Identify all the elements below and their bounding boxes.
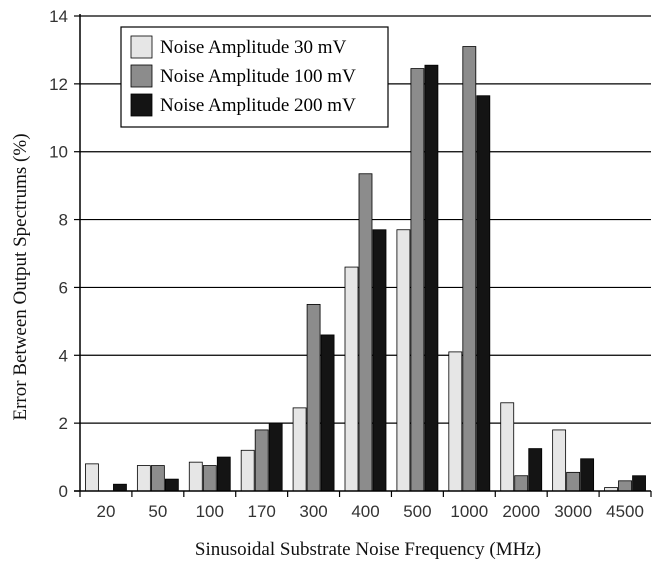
bar-3-50: [164, 478, 179, 492]
axes: [74, 14, 652, 497]
legend-swatch-2: [130, 64, 153, 88]
bar-3-1000: [476, 95, 491, 492]
bar-1-3000: [552, 429, 567, 492]
bar-1-50: [136, 465, 151, 492]
legend-label-2: Noise Amplitude 100 mV: [160, 66, 356, 87]
bar-2-2000: [514, 475, 529, 492]
bar-1-2000: [500, 402, 515, 492]
legend-label-1: Noise Amplitude 30 mV: [160, 37, 347, 58]
y-tick-labels: 0 2 4 6 8 10 12 14: [49, 7, 68, 501]
x-tick-labels: 20 50 100 170 300 400 500 1000 2000 3000 4500: [96, 502, 643, 521]
bar-2-500: [410, 68, 425, 492]
bar-3-20: [113, 483, 127, 492]
y-axis-title: Error Between Output Spectrums (%): [10, 133, 31, 420]
bar-2-4500: [618, 480, 632, 492]
x-tick-label: 50: [148, 502, 167, 521]
bar-1-170: [240, 449, 255, 492]
x-tick-label: 4500: [606, 502, 644, 521]
bar-3-400: [372, 229, 387, 492]
bar-1-100: [188, 461, 203, 492]
x-tick-label: 20: [96, 502, 115, 521]
bar-1-300: [292, 407, 307, 492]
x-tick-label: 400: [351, 502, 379, 521]
bar-1-400: [344, 266, 359, 492]
x-tick-label: 3000: [554, 502, 592, 521]
bar-3-4500: [632, 475, 646, 492]
bar-2-3000: [566, 471, 581, 492]
bar-2-170: [254, 429, 269, 492]
bar-3-300: [320, 334, 335, 492]
x-tick-label: 100: [196, 502, 224, 521]
bar-3-3000: [580, 458, 595, 492]
legend-swatch-3: [130, 93, 153, 117]
legend-swatch-1: [130, 35, 153, 59]
x-axis-title: Sinusoidal Substrate Noise Frequency (MH…: [195, 539, 541, 560]
y-tick-label: 4: [59, 346, 68, 365]
legend-label-3: Noise Amplitude 200 mV: [160, 95, 356, 116]
bar-2-100: [202, 465, 217, 492]
bar-3-170: [268, 422, 283, 492]
bar-1-500: [396, 229, 411, 492]
legend-box: [120, 26, 389, 128]
bar-2-50: [150, 465, 165, 492]
y-tick-label: 10: [49, 143, 68, 162]
x-tick-label: 1000: [450, 502, 488, 521]
bar-3-2000: [528, 448, 543, 492]
y-tick-label: 2: [59, 414, 68, 433]
x-tick-label: 2000: [502, 502, 540, 521]
bar-2-300: [306, 303, 321, 492]
bars: [85, 46, 646, 492]
bar-3-100: [216, 456, 231, 492]
bar-2-400: [358, 173, 373, 492]
bar-2-1000: [462, 46, 477, 492]
x-tick-label: 500: [403, 502, 431, 521]
y-tick-label: 6: [59, 278, 68, 297]
y-tick-label: 0: [59, 482, 68, 501]
bar-1-1000: [448, 351, 463, 492]
x-tick-label: 300: [299, 502, 327, 521]
y-tick-label: 8: [59, 211, 68, 230]
bar-3-500: [424, 64, 439, 492]
y-tick-label: 12: [49, 75, 68, 94]
legend: Noise Amplitude 30 mV Noise Amplitude 100…: [120, 26, 389, 128]
bar-1-20: [85, 463, 99, 492]
y-tick-label: 14: [49, 7, 68, 26]
x-tick-label: 170: [247, 502, 275, 521]
